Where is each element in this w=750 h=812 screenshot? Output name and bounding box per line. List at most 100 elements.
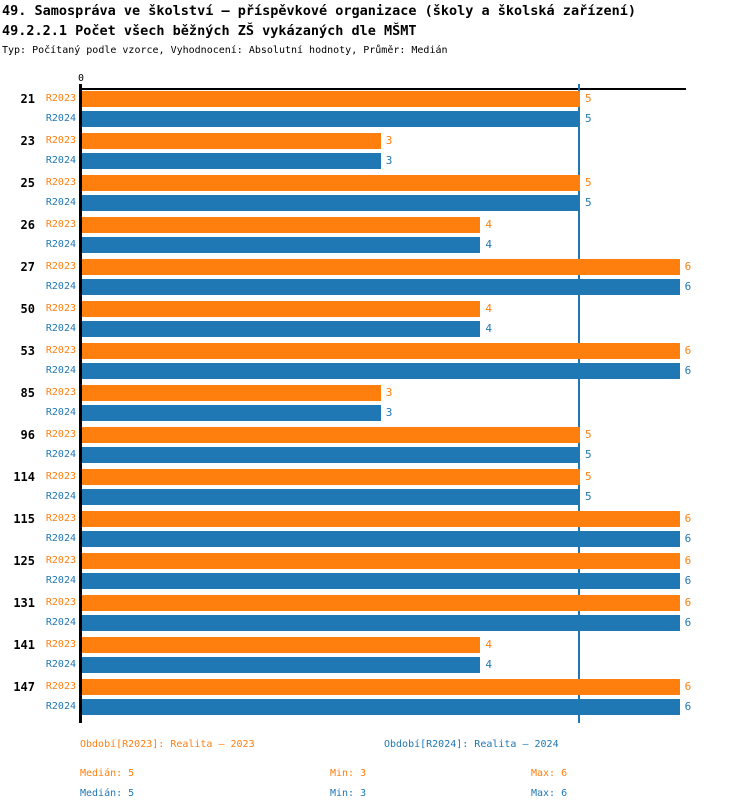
value-label-r2024: 3 [385, 406, 393, 420]
series-label-r2023: R2023 [45, 681, 76, 693]
bar-row-r2023: 131 R2023 6 [0, 594, 750, 611]
stat-median-r2024: Medián: 5 [80, 788, 135, 799]
bar-r2023 [82, 510, 680, 527]
category-label: 21 [20, 91, 35, 106]
bar-group: 23 R2023 3 R2024 3 [0, 132, 750, 169]
series-label-r2024: R2024 [45, 197, 76, 209]
value-label-r2023: 6 [684, 260, 692, 274]
bar-track: 6 [80, 552, 750, 569]
bar-group: 114 R2023 5 R2024 5 [0, 468, 750, 505]
bar-row-r2024: R2024 6 [0, 362, 750, 379]
bar-track: 5 [80, 90, 750, 107]
bar-track: 6 [80, 678, 750, 695]
bar-group: 25 R2023 5 R2024 5 [0, 174, 750, 211]
series-label-r2023: R2023 [45, 387, 76, 399]
bar-track: 6 [80, 342, 750, 359]
bar-row-r2023: 50 R2023 4 [0, 300, 750, 317]
bar-track: 6 [80, 594, 750, 611]
value-label-r2023: 6 [684, 596, 692, 610]
series-label-r2024: R2024 [45, 491, 76, 503]
value-label-r2024: 6 [684, 532, 692, 546]
category-label: 53 [20, 343, 35, 358]
bar-row-r2023: 115 R2023 6 [0, 510, 750, 527]
bar-group: 50 R2023 4 R2024 4 [0, 300, 750, 337]
bar-row-r2024: R2024 5 [0, 446, 750, 463]
bar-track: 6 [80, 258, 750, 275]
bar-track: 6 [80, 530, 750, 547]
bar-r2023 [82, 174, 580, 191]
bar-row-r2023: 141 R2023 4 [0, 636, 750, 653]
bar-r2023 [82, 300, 481, 317]
value-label-r2023: 6 [684, 512, 692, 526]
bar-group: 141 R2023 4 R2024 4 [0, 636, 750, 673]
bar-track: 5 [80, 468, 750, 485]
bar-row-r2023: 85 R2023 3 [0, 384, 750, 401]
series-label-r2023: R2023 [45, 345, 76, 357]
bar-group: 85 R2023 3 R2024 3 [0, 384, 750, 421]
value-label-r2024: 6 [684, 700, 692, 714]
bar-track: 4 [80, 300, 750, 317]
bar-r2023 [82, 468, 580, 485]
bar-r2023 [82, 384, 381, 401]
category-label: 147 [13, 679, 35, 694]
bar-track: 5 [80, 446, 750, 463]
bar-r2023 [82, 132, 381, 149]
series-label-r2024: R2024 [45, 155, 76, 167]
category-label: 26 [20, 217, 35, 232]
series-label-r2024: R2024 [45, 701, 76, 713]
bar-row-r2024: R2024 6 [0, 698, 750, 715]
bar-row-r2023: 23 R2023 3 [0, 132, 750, 149]
value-label-r2023: 5 [585, 92, 592, 106]
series-label-r2024: R2024 [45, 323, 76, 335]
series-label-r2023: R2023 [45, 471, 76, 483]
series-label-r2024: R2024 [45, 533, 76, 545]
series-label-r2024: R2024 [45, 449, 76, 461]
bar-r2024 [82, 446, 580, 463]
series-label-r2024: R2024 [45, 659, 76, 671]
value-label-r2023: 3 [385, 134, 393, 148]
bar-row-r2024: R2024 4 [0, 320, 750, 337]
bar-track: 3 [80, 384, 750, 401]
series-label-r2023: R2023 [45, 93, 76, 105]
stat-max-r2023: Max: 6 [531, 768, 568, 779]
bar-r2024 [82, 194, 580, 211]
bar-r2023 [82, 426, 580, 443]
bar-r2023 [82, 678, 680, 695]
stat-median-r2023: Medián: 5 [80, 768, 135, 779]
category-label: 96 [20, 427, 35, 442]
bar-r2024 [82, 404, 381, 421]
bar-row-r2023: 125 R2023 6 [0, 552, 750, 569]
bar-row-r2024: R2024 6 [0, 530, 750, 547]
category-label: 50 [20, 301, 35, 316]
bar-row-r2024: R2024 3 [0, 152, 750, 169]
category-label: 27 [20, 259, 35, 274]
bar-r2024 [82, 152, 381, 169]
bar-r2024 [82, 530, 680, 547]
bar-r2024 [82, 656, 481, 673]
bar-row-r2024: R2024 5 [0, 488, 750, 505]
bar-track: 6 [80, 510, 750, 527]
y-axis-line [79, 84, 82, 723]
bar-r2024 [82, 320, 481, 337]
legend-r2024: Období[R2024]: Realita – 2024 [384, 739, 559, 750]
bar-track: 4 [80, 320, 750, 337]
bar-r2024 [82, 278, 680, 295]
bar-track: 4 [80, 636, 750, 653]
bar-r2024 [82, 110, 580, 127]
bar-group: 26 R2023 4 R2024 4 [0, 216, 750, 253]
bar-track: 3 [80, 152, 750, 169]
series-label-r2023: R2023 [45, 555, 76, 567]
bar-row-r2024: R2024 3 [0, 404, 750, 421]
bar-group: 96 R2023 5 R2024 5 [0, 426, 750, 463]
legend-r2023: Období[R2023]: Realita – 2023 [80, 739, 255, 750]
bar-track: 5 [80, 194, 750, 211]
series-label-r2023: R2023 [45, 303, 76, 315]
series-label-r2024: R2024 [45, 407, 76, 419]
value-label-r2024: 6 [684, 616, 692, 630]
category-label: 114 [13, 469, 35, 484]
value-label-r2023: 6 [684, 680, 692, 694]
series-label-r2023: R2023 [45, 177, 76, 189]
bar-track: 5 [80, 426, 750, 443]
bar-row-r2024: R2024 4 [0, 236, 750, 253]
bar-r2023 [82, 90, 580, 107]
